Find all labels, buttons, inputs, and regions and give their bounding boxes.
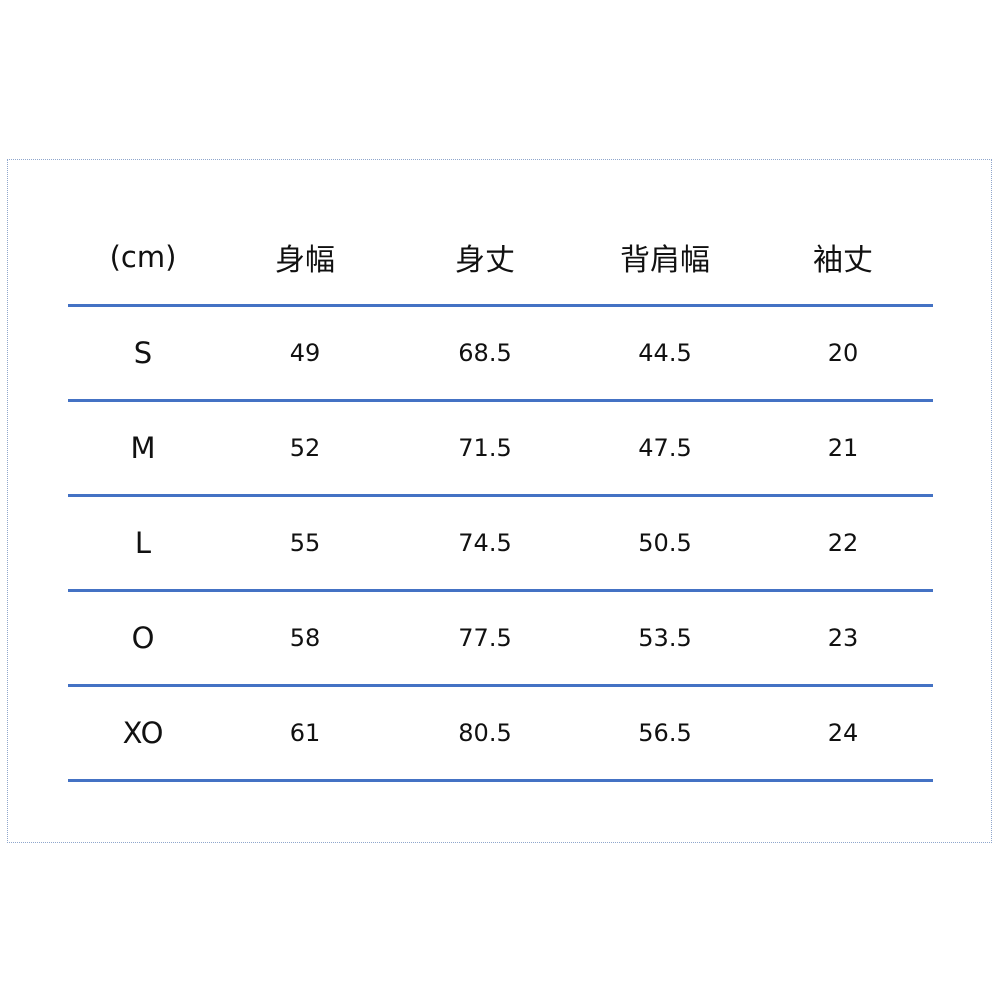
table-row: L 55 74.5 50.5 22 bbox=[68, 497, 933, 592]
cell-body-length: 74.5 bbox=[458, 529, 512, 557]
table-row: XO 61 80.5 56.5 24 bbox=[68, 687, 933, 782]
cell-body-length: 71.5 bbox=[458, 434, 512, 462]
cell-sleeve-length: 24 bbox=[827, 719, 859, 747]
cell-sleeve-length: 20 bbox=[827, 339, 859, 367]
cell-body-width: 49 bbox=[289, 339, 321, 367]
cell-sleeve-length: 22 bbox=[827, 529, 859, 557]
table-row: O 58 77.5 53.5 23 bbox=[68, 592, 933, 687]
header-body-width: 身幅 bbox=[275, 243, 335, 278]
cell-size: O bbox=[131, 621, 155, 655]
cell-shoulder-width: 50.5 bbox=[638, 529, 692, 557]
cell-size: M bbox=[130, 431, 156, 465]
cell-shoulder-width: 44.5 bbox=[638, 339, 692, 367]
header-body-length: 身丈 bbox=[455, 243, 515, 278]
cell-body-length: 77.5 bbox=[458, 624, 512, 652]
size-table: (cm) 身幅 身丈 背肩幅 袖丈 S 49 68.5 44.5 20 M 52 71.5 47… bbox=[68, 214, 933, 782]
cell-body-width: 52 bbox=[289, 434, 321, 462]
cell-shoulder-width: 47.5 bbox=[638, 434, 692, 462]
table-frame bbox=[7, 159, 992, 843]
cell-sleeve-length: 21 bbox=[827, 434, 859, 462]
cell-body-width: 61 bbox=[289, 719, 321, 747]
cell-size: XO bbox=[122, 716, 164, 750]
cell-body-length: 80.5 bbox=[458, 719, 512, 747]
table-row: M 52 71.5 47.5 21 bbox=[68, 402, 933, 497]
cell-body-width: 58 bbox=[289, 624, 321, 652]
header-shoulder-width: 背肩幅 bbox=[620, 243, 710, 278]
table-header-row: (cm) 身幅 身丈 背肩幅 袖丈 bbox=[68, 214, 933, 307]
cell-body-length: 68.5 bbox=[458, 339, 512, 367]
cell-shoulder-width: 53.5 bbox=[638, 624, 692, 652]
cell-shoulder-width: 56.5 bbox=[638, 719, 692, 747]
cell-sleeve-length: 23 bbox=[827, 624, 859, 652]
header-sleeve-length: 袖丈 bbox=[813, 243, 873, 278]
cell-size: L bbox=[134, 526, 152, 560]
header-unit: (cm) bbox=[109, 240, 177, 274]
cell-size: S bbox=[133, 336, 153, 370]
cell-body-width: 55 bbox=[289, 529, 321, 557]
table-row: S 49 68.5 44.5 20 bbox=[68, 307, 933, 402]
